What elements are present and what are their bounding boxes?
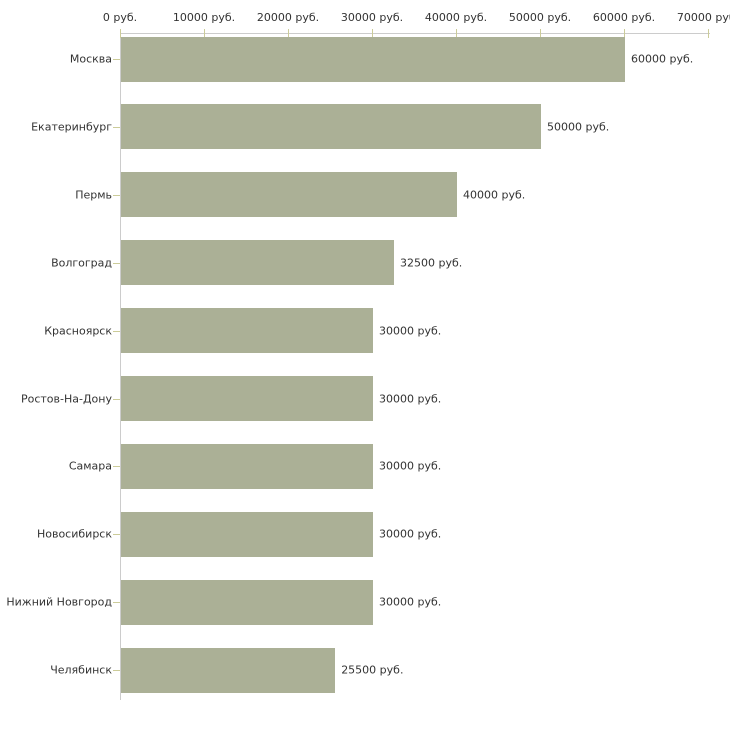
bar <box>121 579 373 625</box>
x-axis-tick-label: 10000 руб. <box>172 11 236 24</box>
x-axis-tick-label: 50000 руб. <box>508 11 572 24</box>
value-label: 25500 руб. <box>341 663 404 677</box>
value-label: 30000 руб. <box>379 595 442 609</box>
x-axis-tick <box>372 29 373 38</box>
x-axis-tick <box>120 29 121 38</box>
x-axis-line <box>120 33 710 34</box>
value-label: 30000 руб. <box>379 392 442 405</box>
bar <box>121 647 336 693</box>
x-axis-tick <box>288 29 289 38</box>
bar <box>121 308 373 354</box>
y-axis-tick <box>113 534 120 536</box>
category-label: Нижний Новгород <box>6 595 112 609</box>
value-label: 60000 руб. <box>631 52 694 66</box>
y-axis-tick <box>113 194 120 196</box>
value-label: 32500 руб. <box>400 256 463 270</box>
value-label: 50000 руб. <box>547 120 610 134</box>
bar <box>121 443 373 489</box>
bar <box>121 36 625 82</box>
x-axis-tick-label: 0 руб. <box>102 11 138 24</box>
y-axis-tick <box>113 670 120 672</box>
category-label: Екатеринбург <box>31 120 112 134</box>
category-label: Москва <box>69 52 112 66</box>
x-axis-tick <box>708 29 709 38</box>
bar <box>121 376 373 421</box>
y-axis-tick <box>113 126 120 128</box>
x-axis-tick-label: 60000 руб. <box>592 11 656 24</box>
x-axis-tick-label: 20000 руб. <box>256 11 320 24</box>
y-axis-tick <box>113 398 120 400</box>
x-axis-tick-label: 70000 руб. <box>676 11 730 24</box>
y-axis-line <box>120 33 121 700</box>
category-label: Волгоград <box>51 256 112 270</box>
category-label: Пермь <box>75 188 112 202</box>
y-axis-tick <box>113 330 120 332</box>
bar <box>121 240 394 286</box>
x-axis-tick <box>540 29 541 38</box>
bar <box>121 104 541 150</box>
x-axis-tick <box>456 29 457 38</box>
value-label: 40000 руб. <box>463 188 526 202</box>
y-axis-tick <box>113 466 120 468</box>
category-label: Самара <box>68 459 112 473</box>
category-label: Ростов-На-Дону <box>20 392 112 405</box>
x-axis-tick <box>204 29 205 38</box>
value-label: 30000 руб. <box>379 324 442 338</box>
bar <box>121 511 373 557</box>
y-axis-tick <box>113 59 120 60</box>
y-axis-tick <box>113 262 120 264</box>
x-axis-tick-label: 30000 руб. <box>340 11 404 24</box>
x-axis-tick-label: 40000 руб. <box>424 11 488 24</box>
category-label: Челябинск <box>50 663 112 677</box>
x-axis-tick <box>624 29 625 38</box>
y-axis-tick <box>113 602 120 604</box>
category-label: Красноярск <box>44 324 112 338</box>
value-label: 30000 руб. <box>379 459 442 473</box>
bar <box>121 172 457 218</box>
category-label: Новосибирск <box>36 527 112 541</box>
value-label: 30000 руб. <box>379 527 442 541</box>
